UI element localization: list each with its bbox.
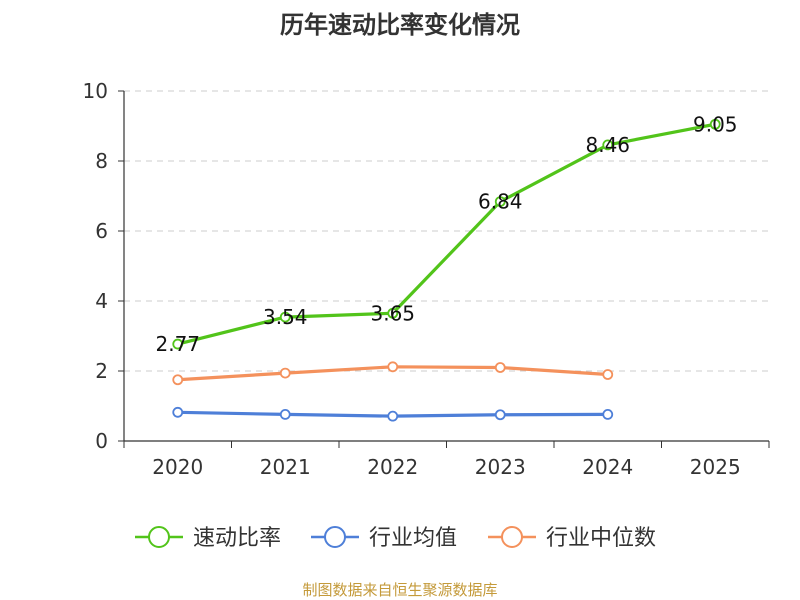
x-tick-label: 2023 [475, 455, 526, 479]
legend-marker [501, 526, 523, 548]
data-label: 3.54 [263, 305, 308, 329]
data-label: 3.65 [370, 301, 415, 325]
series-layer [172, 118, 721, 422]
y-tick-label: 10 [83, 79, 108, 103]
data-point[interactable] [172, 374, 184, 386]
data-point[interactable] [494, 409, 506, 421]
data-point[interactable] [279, 311, 291, 323]
y-tick-label: 8 [95, 149, 108, 173]
legend-label: 速动比率 [193, 526, 281, 551]
data-label: 9.05 [693, 112, 738, 136]
grid [124, 90, 769, 372]
y-tick-label: 6 [95, 219, 108, 243]
data-label: 8.46 [585, 133, 630, 157]
data-point[interactable] [387, 361, 399, 373]
legend-item-2[interactable]: 行业中位数 [488, 526, 656, 551]
x-tick-label: 2022 [367, 455, 418, 479]
x-tick-label: 2024 [582, 455, 633, 479]
data-label: 6.84 [478, 190, 523, 214]
data-point[interactable] [494, 196, 506, 208]
legend[interactable]: 速动比率 行业均值 行业中位数 [135, 526, 656, 551]
data-point[interactable] [709, 118, 721, 130]
x-tick-label: 2020 [152, 455, 203, 479]
y-tick-label: 2 [95, 359, 108, 383]
legend-label: 行业均值 [369, 526, 457, 551]
data-point[interactable] [602, 139, 614, 151]
data-point[interactable] [387, 410, 399, 422]
legend-label: 行业中位数 [546, 526, 656, 551]
chart-title: 历年速动比率变化情况 [280, 11, 520, 39]
series-line-0 [177, 122, 716, 346]
y-tick-label: 0 [95, 429, 108, 453]
x-tick-label: 2021 [260, 455, 311, 479]
axes: 0 2 4 6 8 10 2020 2021 2022 2023 2024 2025 [83, 79, 770, 479]
source-note: 制图数据来自恒生聚源数据库 [302, 581, 497, 599]
data-point[interactable] [602, 408, 614, 420]
data-label: 2.77 [155, 332, 200, 356]
data-point[interactable] [279, 408, 291, 420]
data-point[interactable] [172, 338, 184, 350]
legend-marker [324, 526, 346, 548]
data-point[interactable] [279, 367, 291, 379]
y-tick-label: 4 [95, 289, 108, 313]
legend-item-1[interactable]: 行业均值 [311, 526, 457, 551]
data-point[interactable] [494, 362, 506, 373]
legend-marker [148, 526, 170, 548]
x-tick-label: 2025 [690, 455, 741, 479]
data-point[interactable] [602, 369, 614, 380]
data-labels: 2.77 3.54 3.65 6.84 8.46 9.05 [155, 112, 737, 356]
legend-item-0[interactable]: 速动比率 [135, 526, 281, 551]
data-point[interactable] [172, 406, 184, 418]
data-point[interactable] [387, 307, 399, 319]
